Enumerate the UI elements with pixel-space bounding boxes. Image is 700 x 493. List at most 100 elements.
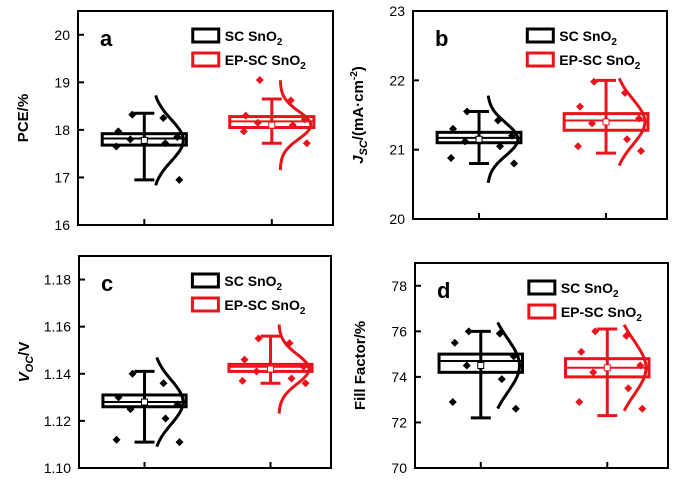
y-axis-label-rest: /V [16,342,33,356]
data-point [253,118,262,127]
data-point [464,327,473,336]
data-point [510,159,519,168]
legend-label: EP-SC SnO2 [561,304,642,324]
y-tick-label: 16 [54,217,70,233]
y-axis-label-rest: /(mA·cm [350,80,367,140]
data-point [128,369,137,378]
y-tick-label: 23 [389,3,405,19]
data-point [302,139,311,148]
panel-a: 16 17 18 19 20 PCE/% a SC SnO2 EP-SC SnO2 [15,10,334,233]
data-point [589,368,598,377]
legend-swatch [191,27,221,44]
y-axis-label-sub: OC [24,355,36,373]
distribution-curve [617,77,647,167]
legend-swatch [190,272,220,289]
y-tick-label: 78 [391,278,407,294]
panel-c: 1.10 1.12 1.14 1.16 1.18 VOC/V c SC SnO2 EP-SC S… [16,255,332,476]
series-ep-sc-sno2 [564,324,651,418]
y-tick-label: 20 [54,27,70,43]
legend-swatch [191,51,221,68]
y-axis-label-main: J [350,155,367,164]
data-point [637,147,646,156]
data-point [114,127,123,136]
y-axis-label: Fill Factor/% [352,321,369,410]
data-point [497,375,506,384]
panel-b: 20 21 22 23 JSC/(mA·cm-2) b SC SnO2 EP-SC SnO2 [349,3,668,227]
legend-label: EP-SC SnO2 [224,297,305,317]
plot-frame [414,262,669,469]
y-axis-label: PCE/% [15,94,32,142]
data-point [450,338,459,347]
data-point [161,414,170,423]
data-point [173,400,182,409]
data-point [175,175,184,184]
distribution-curve [486,95,520,184]
y-tick-label: 1.14 [44,366,71,382]
legend-swatch [525,51,555,68]
panel-label: b [435,26,448,51]
data-point [112,435,121,444]
legend-label: SC SnO2 [561,280,619,300]
series-sc-sno2 [100,94,188,186]
data-point [577,347,586,356]
data-point [636,361,645,370]
data-point [301,379,310,388]
y-axis-label-main: V [16,370,33,382]
distribution-curve [622,324,648,412]
data-point [508,131,517,140]
y-tick-label: 1.18 [44,272,71,288]
data-point [638,404,647,413]
y-axis-label-sub: SC [358,139,370,155]
data-point [575,397,584,406]
mean-marker [603,364,611,372]
y-tick-label: 19 [54,74,70,90]
y-tick-label: 1.16 [44,319,71,335]
legend-label: SC SnO2 [224,273,282,293]
data-point [114,393,123,402]
legend-label: SC SnO2 [559,28,617,48]
series-ep-sc-sno2 [228,75,316,171]
series-ep-sc-sno2 [227,324,314,414]
data-point [175,438,184,447]
data-point [576,102,585,111]
legend-label: SC SnO2 [225,28,283,48]
data-point [126,135,135,144]
data-point [238,376,247,385]
distribution-curve [155,356,185,448]
data-point [623,135,632,144]
y-tick-label: 74 [391,369,407,385]
data-point [448,397,457,406]
legend-swatch [525,27,555,44]
plot-frame [412,10,668,220]
legend-label: EP-SC SnO2 [559,52,640,72]
y-axis-label-close: ) [350,66,367,71]
y-tick-label: 1.10 [44,460,71,476]
series-sc-sno2 [101,356,188,448]
series-sc-sno2 [437,321,525,420]
plot-frame [78,255,332,469]
distribution-curve [154,94,185,186]
data-point [128,110,137,119]
data-point [574,142,583,151]
legend-swatch [190,296,220,313]
legend-swatch [527,303,557,320]
panel-label: d [437,278,450,303]
data-point [287,374,296,383]
distribution-curve [496,321,522,410]
data-point [447,153,456,162]
data-point [288,121,297,130]
data-point [161,139,170,148]
y-tick-label: 1.12 [44,413,71,429]
data-point [635,114,644,123]
data-point [624,384,633,393]
y-axis-label: JSC/(mA·cm-2) [349,66,370,164]
data-point [299,362,308,371]
data-point [463,107,472,116]
data-point [241,111,250,120]
data-point [461,137,470,146]
data-point [159,114,168,122]
data-point [112,142,121,151]
y-tick-label: 18 [54,122,70,138]
mean-marker [268,121,276,129]
data-point [449,124,458,133]
